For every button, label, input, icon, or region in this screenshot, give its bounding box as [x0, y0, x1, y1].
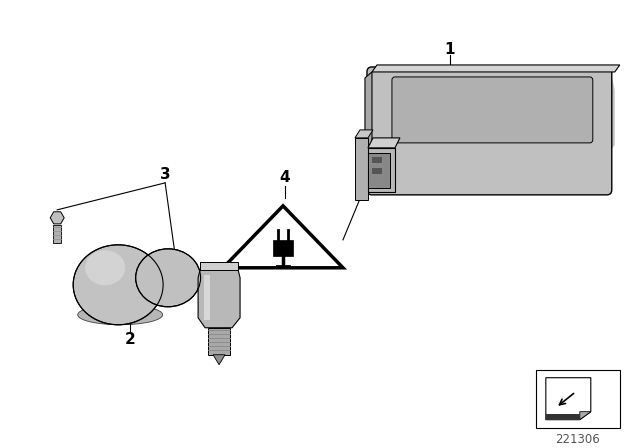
Polygon shape	[355, 130, 373, 138]
Polygon shape	[546, 378, 591, 420]
Polygon shape	[372, 168, 382, 174]
Polygon shape	[365, 68, 615, 165]
Polygon shape	[213, 355, 225, 365]
Polygon shape	[100, 258, 190, 310]
Polygon shape	[50, 212, 64, 224]
Bar	[546, 414, 580, 420]
Polygon shape	[53, 225, 61, 243]
Polygon shape	[198, 270, 240, 328]
Polygon shape	[580, 412, 591, 420]
Polygon shape	[368, 153, 390, 188]
Bar	[536, 370, 620, 428]
FancyBboxPatch shape	[392, 77, 593, 143]
Text: 1: 1	[445, 43, 455, 57]
Polygon shape	[200, 262, 238, 270]
Polygon shape	[365, 72, 372, 197]
Polygon shape	[223, 206, 343, 268]
FancyBboxPatch shape	[367, 67, 612, 195]
Ellipse shape	[136, 249, 200, 307]
Text: 4: 4	[280, 170, 291, 185]
Polygon shape	[368, 148, 395, 192]
Polygon shape	[273, 240, 293, 256]
Polygon shape	[355, 138, 368, 200]
Ellipse shape	[85, 250, 125, 285]
Polygon shape	[204, 275, 210, 320]
Ellipse shape	[73, 245, 163, 325]
Polygon shape	[372, 157, 382, 163]
Polygon shape	[372, 65, 620, 72]
Text: 221306: 221306	[556, 433, 600, 446]
Ellipse shape	[77, 305, 163, 325]
Polygon shape	[208, 328, 230, 355]
Text: 3: 3	[160, 168, 170, 182]
Polygon shape	[368, 138, 400, 148]
Text: 2: 2	[125, 332, 136, 347]
